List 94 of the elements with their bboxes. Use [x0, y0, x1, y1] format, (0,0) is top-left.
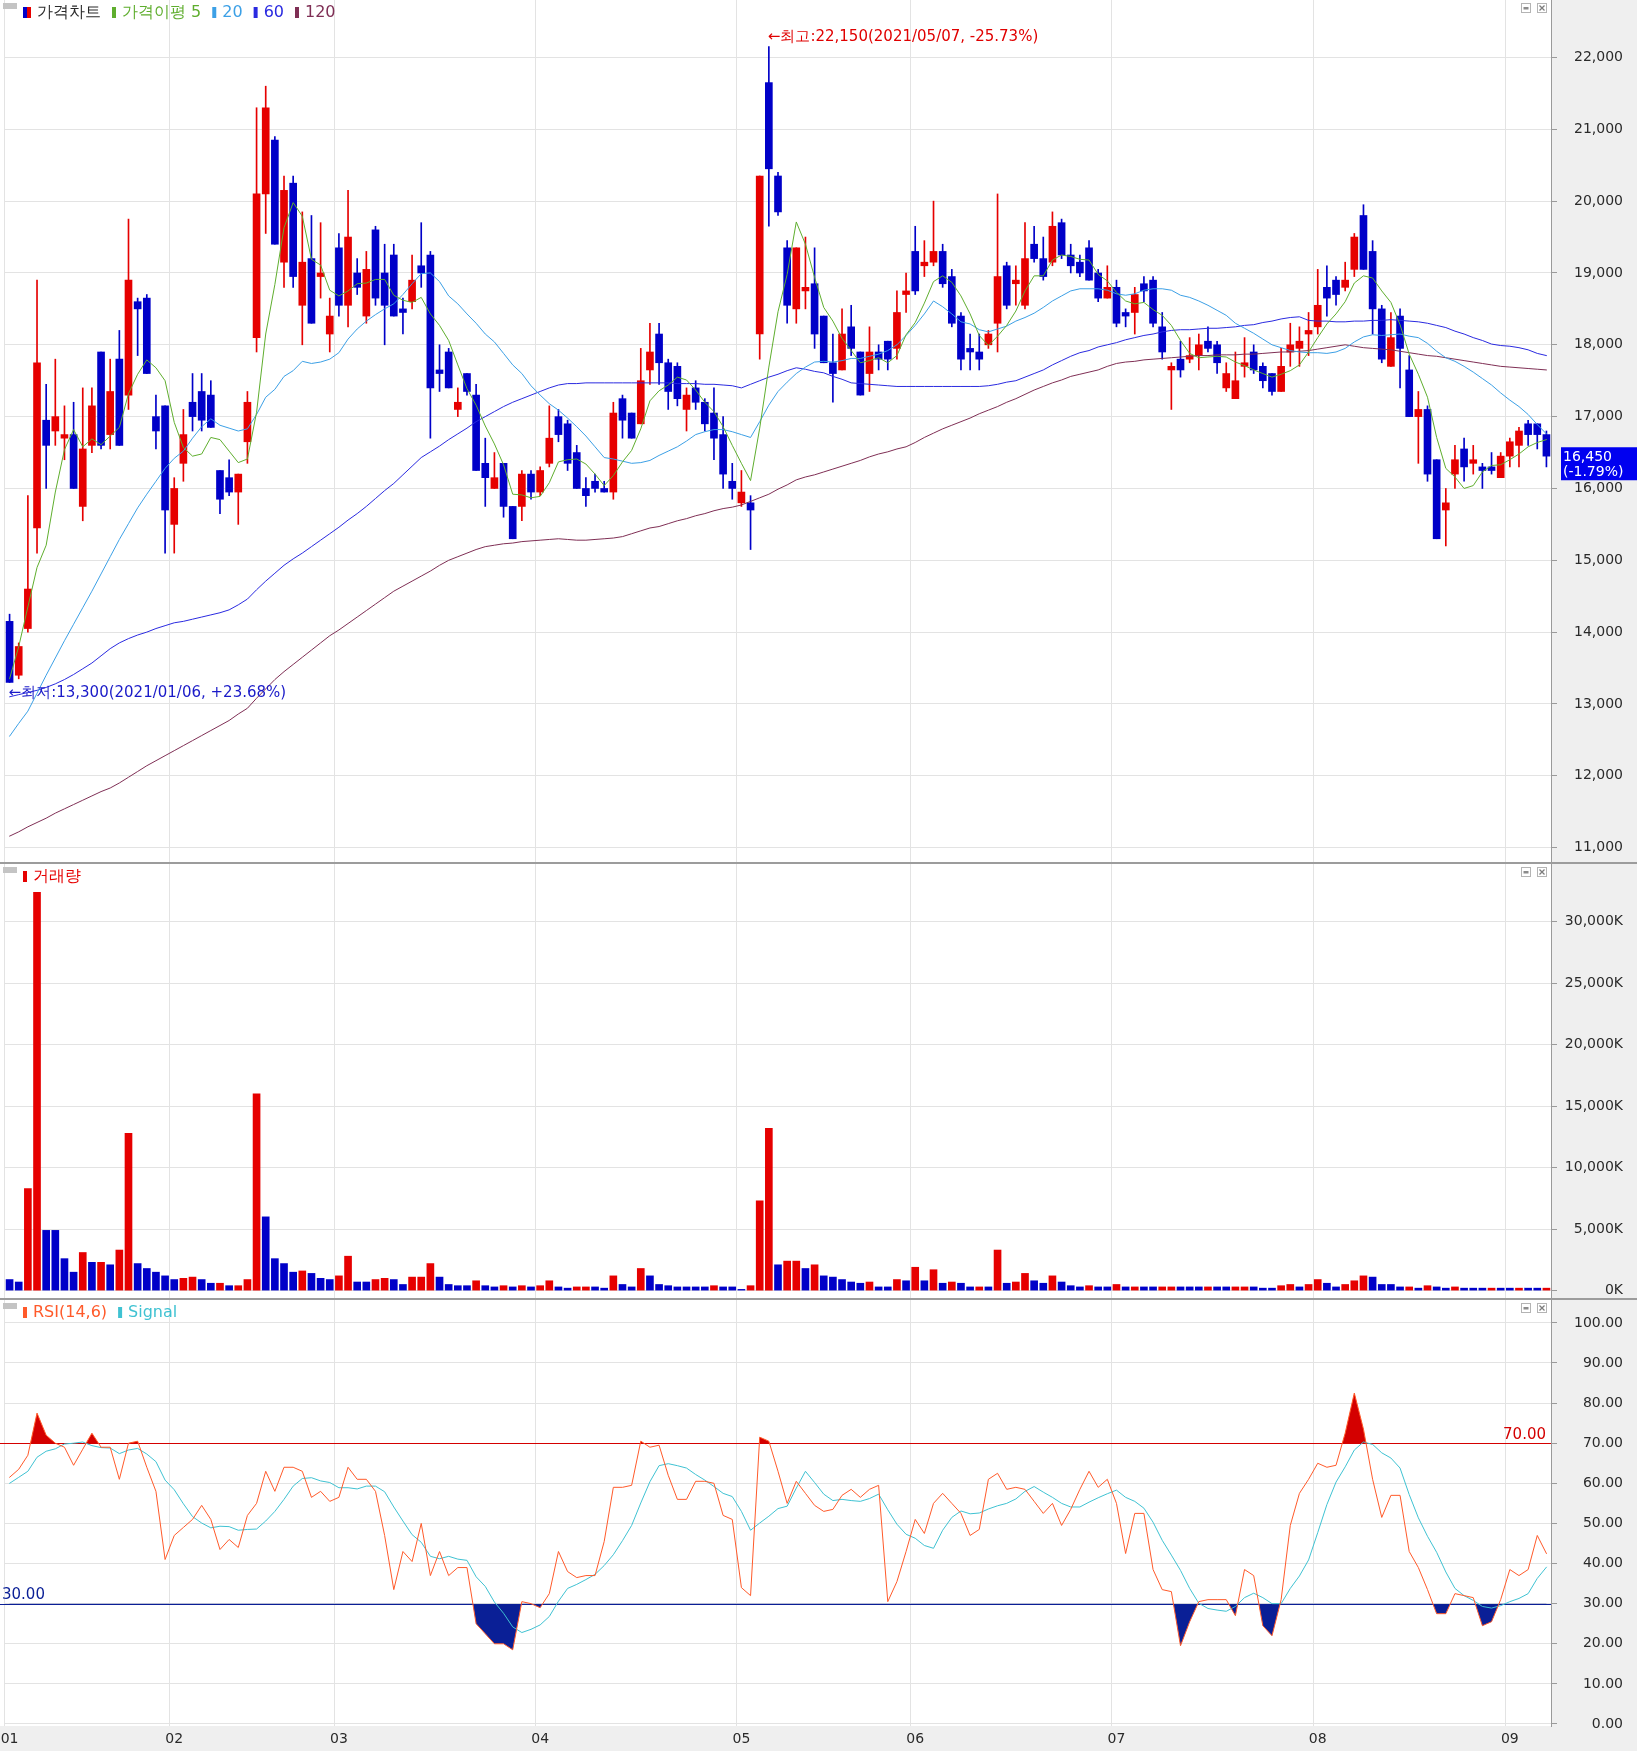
bar	[252, 1093, 261, 1291]
x-tick-label: 08	[1308, 1730, 1327, 1747]
bar	[710, 1285, 718, 1291]
bar	[1085, 1285, 1093, 1291]
bar	[893, 1279, 901, 1291]
y-tick-label: 30.00	[1582, 1594, 1623, 1611]
y-tick-label: 21,000	[1574, 119, 1623, 136]
annotation: ←최고:22,150(2021/05/07, -25.73%)	[767, 26, 1039, 45]
bar	[920, 1280, 929, 1291]
legend-label: 20	[222, 2, 243, 22]
x-tick-label: 09	[1500, 1730, 1519, 1747]
bar	[774, 1264, 782, 1291]
y-tick-label: 25,000K	[1564, 973, 1624, 990]
y-tick-label: 17,000	[1574, 407, 1623, 424]
y-tick-label: 90.00	[1582, 1353, 1623, 1370]
bar	[499, 1285, 508, 1291]
legend-label: 가격이평 5	[122, 2, 202, 22]
y-tick-label: 11,000	[1574, 838, 1623, 855]
x-tick-label: 06	[906, 1730, 925, 1747]
y-tick-label: 5,000K	[1573, 1219, 1624, 1236]
y-tick-label: 18,000	[1574, 335, 1623, 352]
bar	[5, 1279, 14, 1291]
y-tick-label: 80.00	[1582, 1393, 1623, 1410]
bar	[133, 1263, 142, 1291]
bar	[298, 1270, 307, 1291]
bar	[746, 1285, 755, 1291]
bar	[325, 1279, 334, 1291]
bar	[993, 1249, 1002, 1291]
y-tick-label: 19,000	[1574, 263, 1623, 280]
legend-label: 120	[304, 2, 336, 22]
bar	[234, 1285, 243, 1291]
bar	[115, 1249, 124, 1291]
y-tick-label: 15,000K	[1564, 1096, 1624, 1113]
y-tick-label: 0K	[1604, 1281, 1624, 1298]
bar	[60, 1258, 69, 1291]
bar	[810, 1264, 819, 1291]
bar	[216, 1282, 224, 1291]
y-tick-label: 20,000	[1574, 191, 1623, 208]
text: 16,450 (-1.79%)	[1563, 447, 1624, 479]
bar	[947, 1281, 956, 1291]
bar	[78, 1252, 87, 1291]
y-tick-label: 30,000K	[1564, 912, 1624, 929]
bar	[426, 1263, 435, 1291]
legend-label: 거래량	[33, 866, 81, 886]
legend-label: 가격차트	[37, 2, 101, 22]
legend-label: RSI(14,6)	[33, 1302, 108, 1322]
y-tick-label: 10,000K	[1564, 1158, 1624, 1175]
bar	[106, 1264, 115, 1291]
bar	[472, 1280, 480, 1291]
bar	[902, 1280, 910, 1291]
y-tick-label: 20.00	[1582, 1634, 1623, 1651]
x-tick-label: 05	[732, 1730, 751, 1747]
x-tick-label: 07	[1107, 1730, 1126, 1747]
y-tick-label: 13,000	[1574, 694, 1623, 711]
y-tick-label: 70.00	[1582, 1433, 1623, 1450]
bar	[14, 1281, 23, 1291]
y-tick-label: 20,000K	[1564, 1035, 1624, 1052]
bar	[1002, 1282, 1011, 1291]
ref-line-label: 30.00	[2, 1585, 45, 1604]
bar	[225, 1285, 233, 1291]
bar	[1313, 1279, 1322, 1291]
bar	[518, 1285, 526, 1291]
y-tick-label: 15,000	[1574, 550, 1623, 567]
y-tick-label: 14,000	[1574, 622, 1623, 639]
bar	[481, 1285, 490, 1291]
y-tick-label: 22,000	[1574, 48, 1623, 65]
y-tick-label: 10.00	[1582, 1674, 1623, 1691]
y-tick-label: 60.00	[1582, 1473, 1623, 1490]
y-tick-label: 40.00	[1582, 1554, 1623, 1571]
x-tick-label: 02	[165, 1730, 184, 1747]
x-tick-label: 04	[531, 1730, 550, 1747]
bar	[801, 1268, 810, 1291]
ref-line-label: 70.00	[1503, 1424, 1547, 1443]
bar	[371, 1279, 380, 1291]
y-tick-label: 0.00	[1591, 1714, 1623, 1731]
y-tick-label: 100.00	[1574, 1313, 1623, 1330]
bar	[353, 1281, 362, 1291]
bar	[1423, 1285, 1432, 1291]
x-tick-label: 03	[329, 1730, 348, 1747]
bar	[97, 1262, 105, 1291]
y-tick-label: 50.00	[1582, 1514, 1623, 1531]
y-tick-label: 12,000	[1574, 766, 1623, 783]
bar	[124, 1132, 133, 1291]
legend-label: 60	[263, 2, 284, 22]
x-tick-label: 01	[0, 1730, 19, 1747]
bar	[88, 1262, 96, 1291]
y-tick-label: 16,000	[1574, 479, 1623, 496]
bar	[929, 1269, 938, 1291]
candlestick	[508, 506, 517, 540]
bar	[636, 1268, 645, 1291]
candlestick	[1469, 445, 1478, 475]
legend-label: Signal	[128, 1302, 178, 1322]
bar	[243, 1279, 252, 1291]
bar	[911, 1266, 920, 1291]
